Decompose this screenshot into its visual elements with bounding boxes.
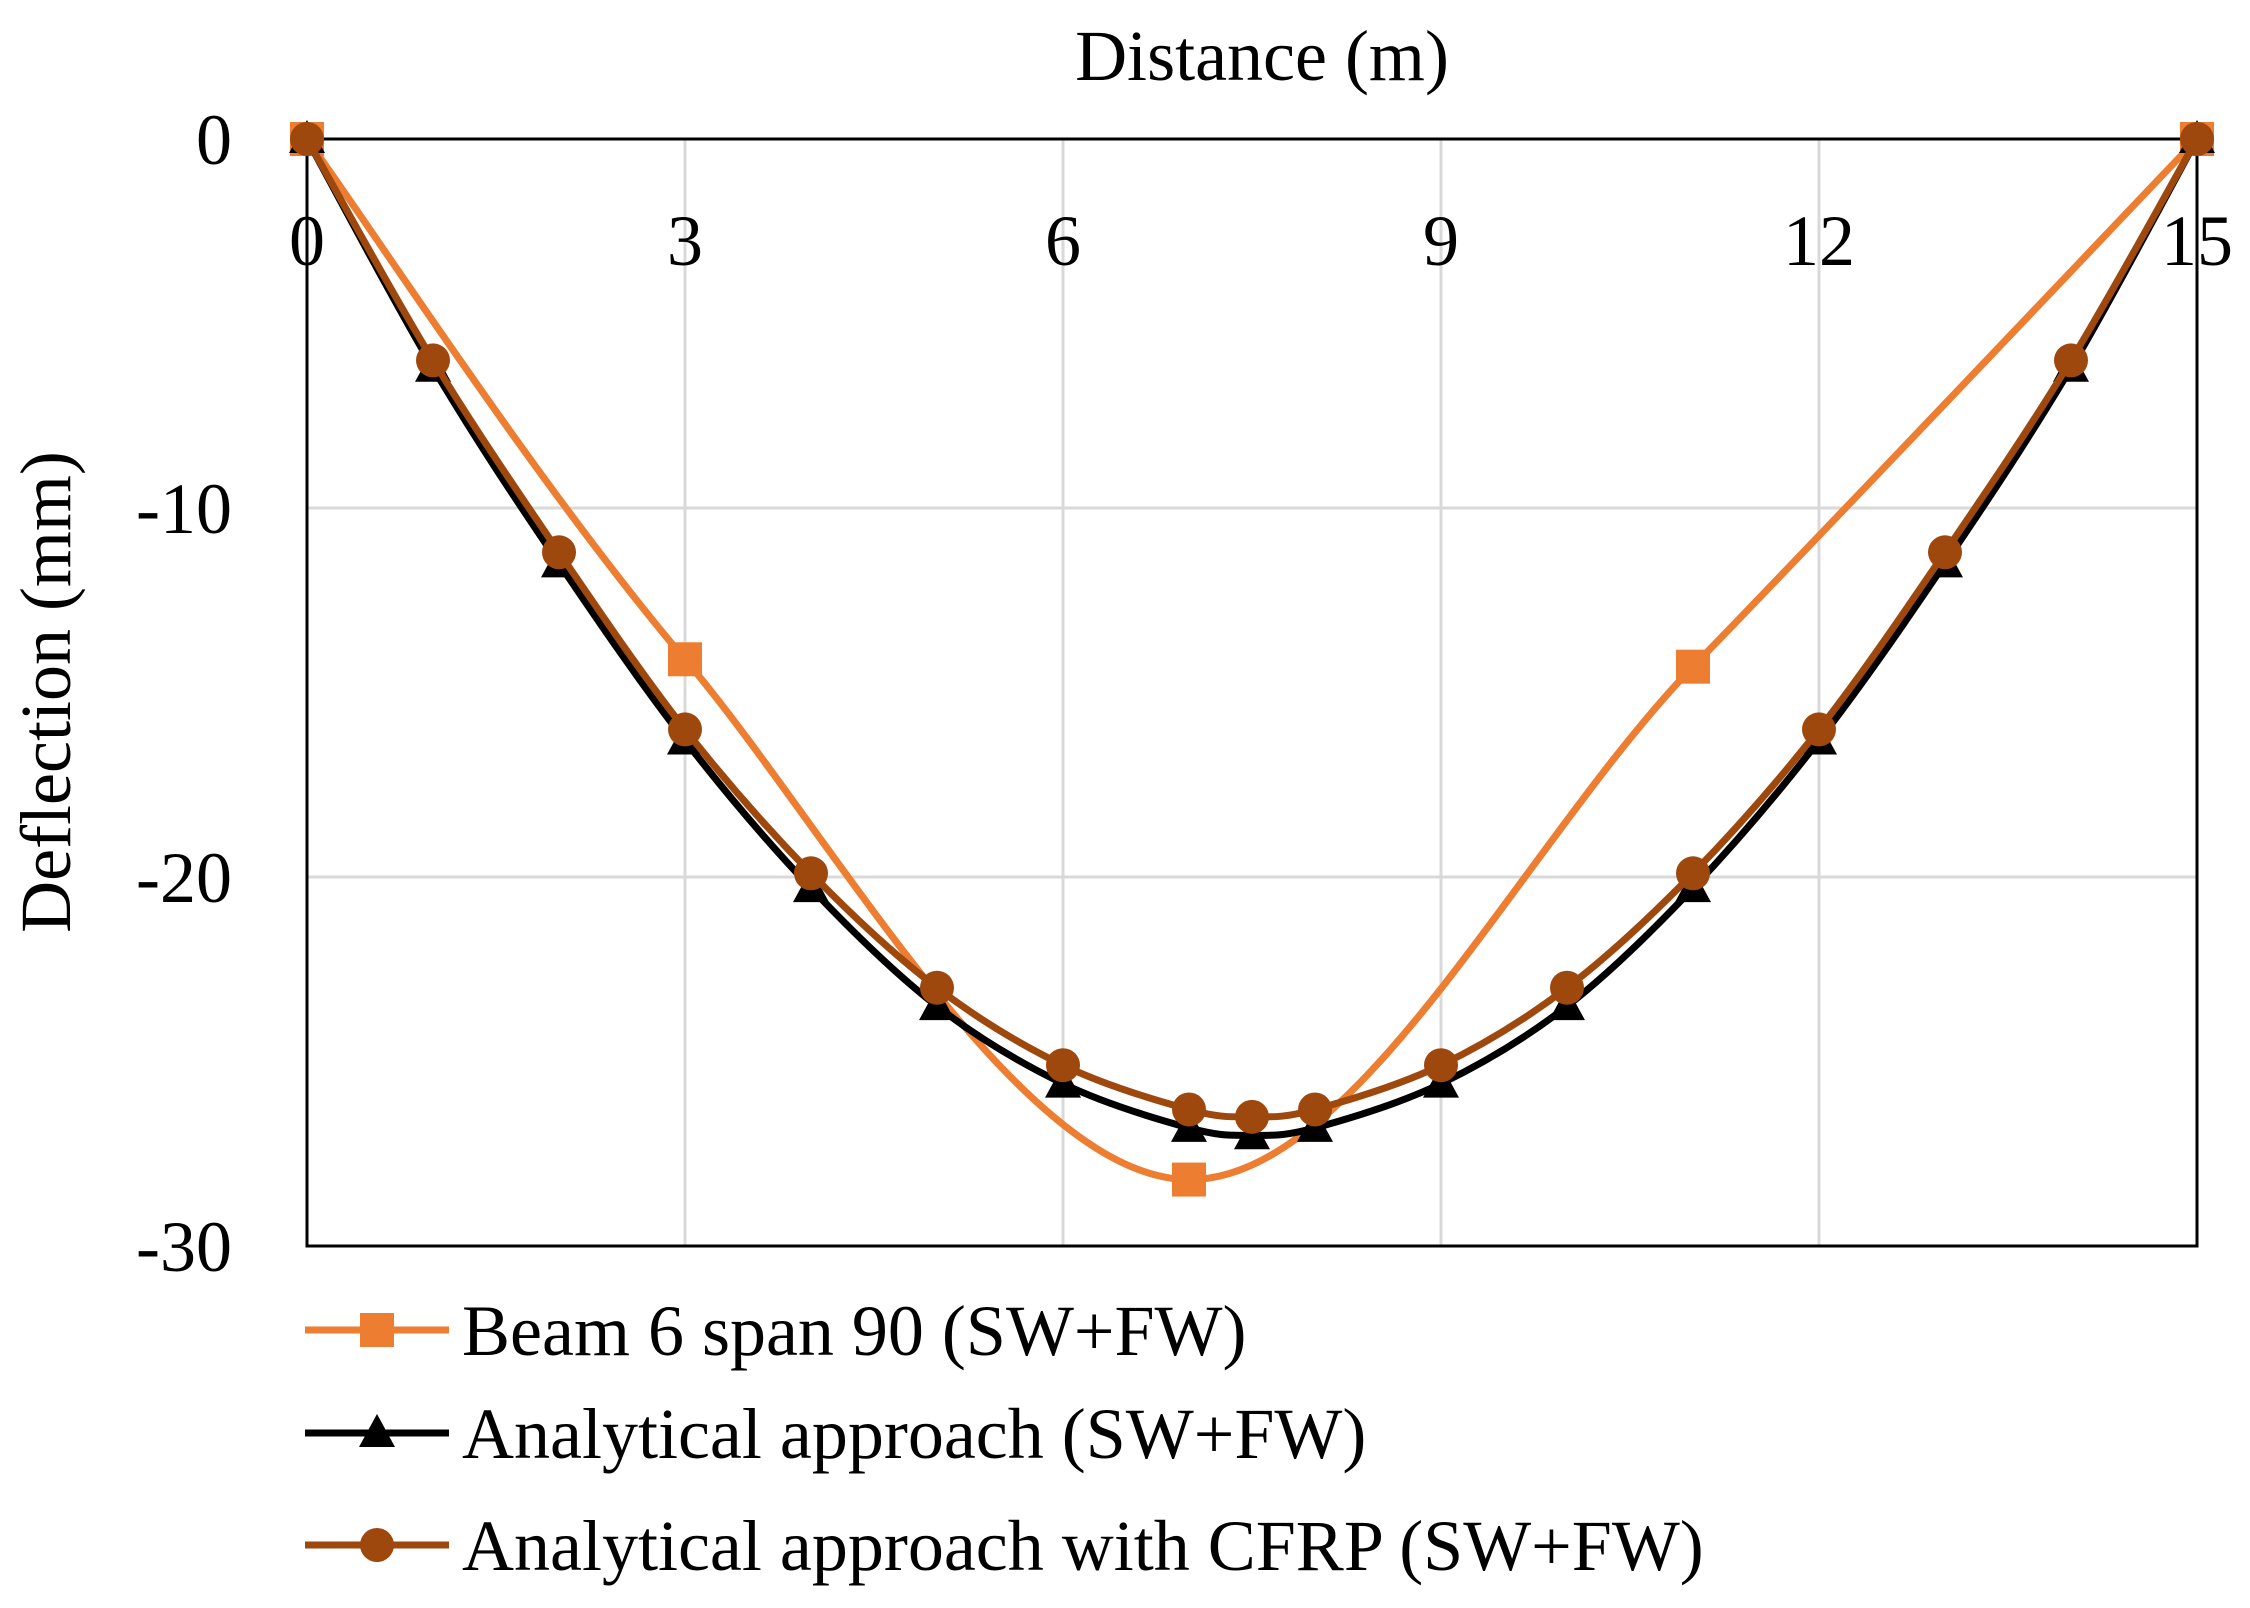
y-tick-label: -10 bbox=[136, 469, 232, 549]
legend-item: Analytical approach with CFRP (SW+FW) bbox=[305, 1506, 1704, 1586]
x-tick-label: 3 bbox=[667, 201, 703, 281]
series-layer bbox=[289, 120, 2215, 1197]
series-analytical-cfrp bbox=[290, 122, 2214, 1134]
x-tick-label: 15 bbox=[2161, 201, 2233, 281]
data-point-circle bbox=[1550, 970, 1584, 1005]
y-axis-title: Deflection (mm) bbox=[6, 451, 86, 933]
grid bbox=[305, 137, 2199, 1248]
data-point-circle bbox=[1928, 535, 1962, 570]
data-point-circle bbox=[794, 856, 828, 891]
series-beam6-span90 bbox=[290, 122, 2214, 1197]
y-tick-label: -20 bbox=[136, 838, 232, 918]
data-point-circle bbox=[542, 535, 576, 570]
legend-item: Beam 6 span 90 (SW+FW) bbox=[305, 1291, 1246, 1371]
x-tick-label: 9 bbox=[1423, 201, 1459, 281]
series-line bbox=[303, 135, 2201, 1121]
y-tick-label: -30 bbox=[136, 1207, 232, 1287]
data-point-circle bbox=[1676, 856, 1710, 891]
legend-swatch-marker bbox=[360, 1313, 394, 1347]
data-point-circle bbox=[2054, 343, 2088, 378]
series-line bbox=[303, 135, 2201, 1184]
series-line bbox=[303, 135, 2201, 1139]
legend-item: Analytical approach (SW+FW) bbox=[305, 1394, 1366, 1474]
legend-label: Beam 6 span 90 (SW+FW) bbox=[462, 1291, 1246, 1371]
data-point-circle bbox=[1298, 1092, 1332, 1127]
legend-swatch-marker bbox=[360, 1528, 394, 1562]
legend-label: Analytical approach (SW+FW) bbox=[462, 1394, 1366, 1474]
data-point-circle bbox=[1172, 1092, 1206, 1127]
data-point-circle bbox=[290, 122, 324, 156]
data-point-square bbox=[1172, 1162, 1206, 1197]
data-point-circle bbox=[416, 343, 450, 378]
data-point-circle bbox=[2180, 122, 2214, 156]
series-analytical bbox=[289, 120, 2215, 1150]
legend-label: Analytical approach with CFRP (SW+FW) bbox=[462, 1506, 1704, 1586]
plot-area-frame bbox=[305, 137, 2199, 1248]
data-point-square bbox=[1676, 649, 1710, 684]
x-tick-label: 6 bbox=[1045, 201, 1081, 281]
data-point-circle bbox=[1424, 1048, 1458, 1083]
data-point-circle bbox=[920, 970, 954, 1005]
y-tick-label: 0 bbox=[196, 100, 232, 180]
data-point-circle bbox=[668, 712, 702, 747]
y-axis-ticks: 0 -10 -20 -30 bbox=[136, 100, 232, 1287]
data-point-square bbox=[668, 642, 702, 677]
legend: Beam 6 span 90 (SW+FW) Analytical approac… bbox=[305, 1291, 1704, 1586]
legend-swatch-marker bbox=[359, 1414, 395, 1447]
data-point-circle bbox=[1046, 1048, 1080, 1083]
x-tick-label: 12 bbox=[1783, 201, 1855, 281]
x-tick-label: 0 bbox=[289, 201, 325, 281]
x-axis-ticks: 0 3 6 9 12 15 bbox=[289, 201, 2233, 281]
data-point-circle bbox=[1235, 1099, 1269, 1134]
x-axis-title: Distance (m) bbox=[1075, 16, 1449, 96]
data-point-circle bbox=[1802, 712, 1836, 747]
